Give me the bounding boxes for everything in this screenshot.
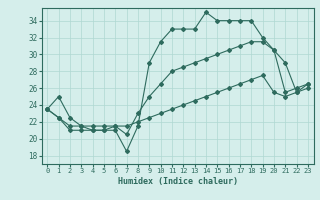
X-axis label: Humidex (Indice chaleur): Humidex (Indice chaleur) [118, 177, 237, 186]
